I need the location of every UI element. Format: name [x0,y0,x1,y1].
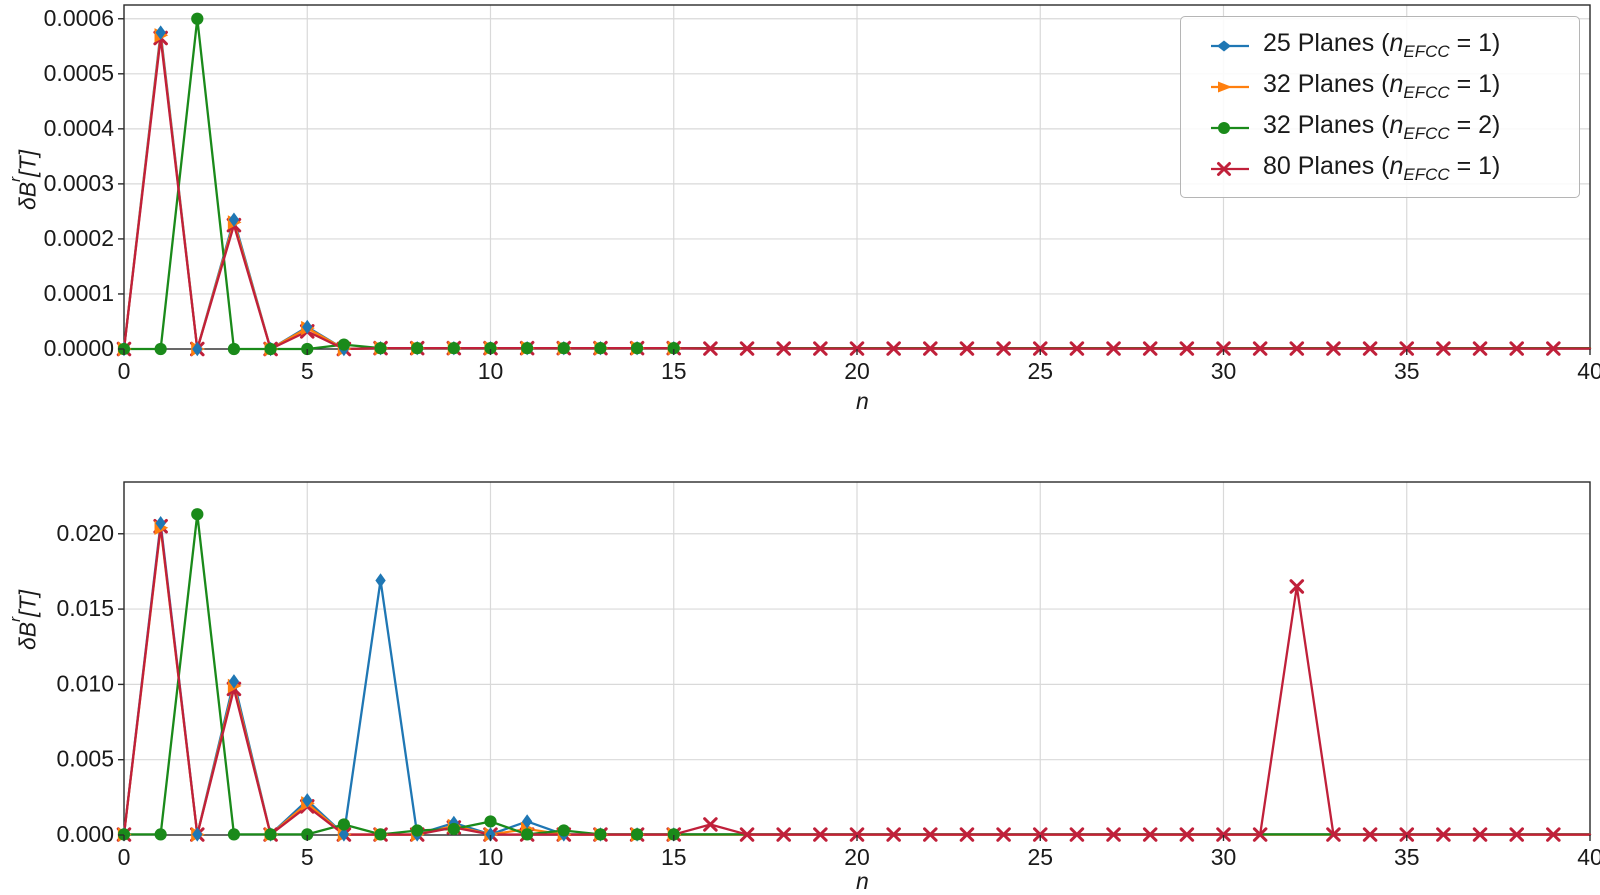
svg-text:30: 30 [1211,358,1237,380]
svg-text:15: 15 [661,358,687,380]
svg-text:0: 0 [118,358,131,380]
svg-text:40: 40 [1577,358,1600,380]
svg-text:0.0000: 0.0000 [44,335,114,361]
svg-text:0.0005: 0.0005 [44,60,114,86]
svg-text:0: 0 [118,844,131,870]
svg-text:40: 40 [1577,844,1600,870]
svg-text:30: 30 [1211,844,1237,870]
svg-text:25: 25 [1027,844,1053,870]
svg-text:35: 35 [1394,844,1420,870]
svg-text:0.000: 0.000 [56,821,114,847]
svg-text:0.005: 0.005 [56,746,114,772]
svg-text:35: 35 [1394,358,1420,380]
svg-text:0.015: 0.015 [56,595,114,621]
svg-text:5: 5 [301,358,314,380]
svg-text:10: 10 [478,358,504,380]
svg-text:0.010: 0.010 [56,670,114,696]
svg-text:0.0001: 0.0001 [44,280,114,306]
svg-text:20: 20 [844,358,870,380]
svg-text:15: 15 [661,844,687,870]
svg-text:0.0006: 0.0006 [44,5,114,31]
svg-text:0.0004: 0.0004 [44,115,115,141]
svg-text:5: 5 [301,844,314,870]
svg-text:20: 20 [844,844,870,870]
svg-text:25: 25 [1027,358,1053,380]
svg-text:0.0003: 0.0003 [44,170,114,196]
svg-text:10: 10 [478,844,504,870]
svg-text:0.0002: 0.0002 [44,225,114,251]
svg-text:0.020: 0.020 [56,520,114,546]
